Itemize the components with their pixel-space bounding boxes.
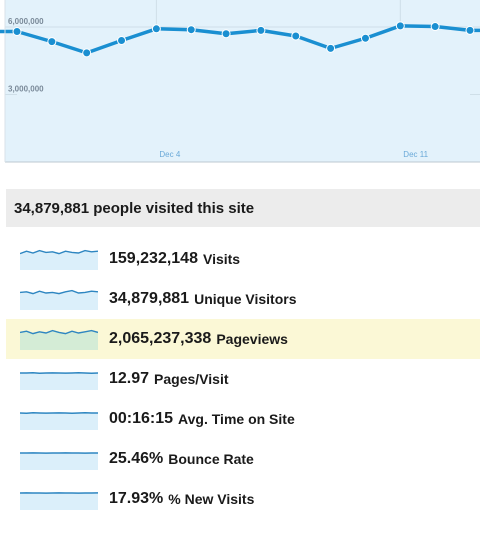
metric-row-bounce-rate[interactable]: 25.46% Bounce Rate	[6, 439, 480, 479]
visits-sparkline	[20, 249, 98, 270]
metric-label: Bounce Rate	[168, 451, 254, 467]
metric-text: 2,065,237,338 Pageviews	[109, 319, 288, 359]
data-point	[12, 27, 22, 36]
metric-text: 34,879,881 Unique Visitors	[109, 279, 297, 319]
data-point	[360, 33, 370, 43]
pages-per-visit-sparkline	[20, 372, 98, 390]
metric-text: 12.97 Pages/Visit	[109, 359, 229, 399]
sparkline-area	[20, 372, 98, 390]
series-line	[0, 24, 480, 55]
pageviews-sparkline	[20, 329, 98, 350]
metric-row-new-visits[interactable]: 17.93% % New Visits	[6, 479, 480, 519]
metric-label: Pages/Visit	[154, 371, 229, 387]
sparkline-area	[20, 492, 98, 510]
metric-label: Visits	[202, 251, 241, 267]
metric-label: Pageviews	[216, 331, 288, 347]
metric-value: 159,232,148	[109, 250, 198, 267]
metric-label: Avg. Time on Site	[178, 411, 295, 427]
sparkline-area	[20, 452, 98, 470]
data-point	[82, 48, 92, 58]
new-visits-sparkline	[20, 492, 98, 510]
data-point	[430, 22, 440, 32]
metric-value: 00:16:15	[109, 410, 174, 427]
data-point	[221, 29, 231, 39]
summary-text: 34,879,881 people visited this site	[14, 199, 255, 217]
metric-value: 34,879,881	[109, 290, 190, 307]
metric-text: 159,232,148 Visits	[109, 239, 240, 279]
data-point	[291, 31, 301, 41]
avg-time-sparkline	[20, 412, 98, 430]
visits-over-time-chart: 6,000,000 3,000,000 Dec 4 Dec 11	[0, 0, 480, 163]
metric-value: 25.46%	[109, 450, 164, 467]
metric-row-unique-visitors[interactable]: 34,879,881 Unique Visitors	[6, 279, 480, 319]
metric-label: Unique Visitors	[194, 291, 297, 307]
bounce-rate-sparkline	[20, 452, 98, 470]
y-tick-label: 3,000,000	[8, 85, 44, 94]
metric-text: 25.46% Bounce Rate	[109, 439, 254, 479]
summary-bar: 34,879,881 people visited this site	[6, 189, 480, 227]
data-point	[465, 25, 475, 35]
data-point	[326, 43, 336, 53]
metric-text: 17.93% % New Visits	[109, 479, 254, 519]
x-tick-label: Dec 11	[403, 150, 428, 159]
sparkline-area	[20, 250, 98, 270]
sparkline-line	[20, 289, 98, 295]
metric-row-pageviews[interactable]: 2,065,237,338 Pageviews	[6, 319, 480, 359]
metric-label: % New Visits	[168, 491, 255, 507]
data-point	[186, 25, 196, 35]
sparkline-area	[20, 330, 98, 350]
sparkline-area	[20, 412, 98, 430]
series-area	[17, 25, 470, 162]
metric-value: 17.93%	[109, 490, 164, 507]
sparkline-line	[20, 329, 98, 335]
y-tick-label: 6,000,000	[8, 17, 44, 26]
data-point	[256, 25, 266, 35]
sparkline-area	[20, 290, 98, 310]
metric-value: 2,065,237,338	[109, 330, 212, 347]
metrics-list: 159,232,148 Visits 34,879,881 Unique Vis…	[6, 239, 480, 519]
metric-text: 00:16:15 Avg. Time on Site	[109, 399, 295, 439]
sparkline-line	[20, 249, 98, 255]
metric-row-pages-per-visit[interactable]: 12.97 Pages/Visit	[6, 359, 480, 399]
x-tick-label: Dec 4	[159, 150, 180, 159]
metric-value: 12.97	[109, 370, 150, 387]
metric-row-avg-time-on-site[interactable]: 00:16:15 Avg. Time on Site	[6, 399, 480, 439]
data-point	[151, 24, 161, 34]
data-point	[47, 37, 57, 47]
unique-visitors-sparkline	[20, 289, 98, 310]
data-point	[117, 36, 127, 45]
metric-row-visits[interactable]: 159,232,148 Visits	[6, 239, 480, 279]
data-point	[395, 21, 405, 31]
